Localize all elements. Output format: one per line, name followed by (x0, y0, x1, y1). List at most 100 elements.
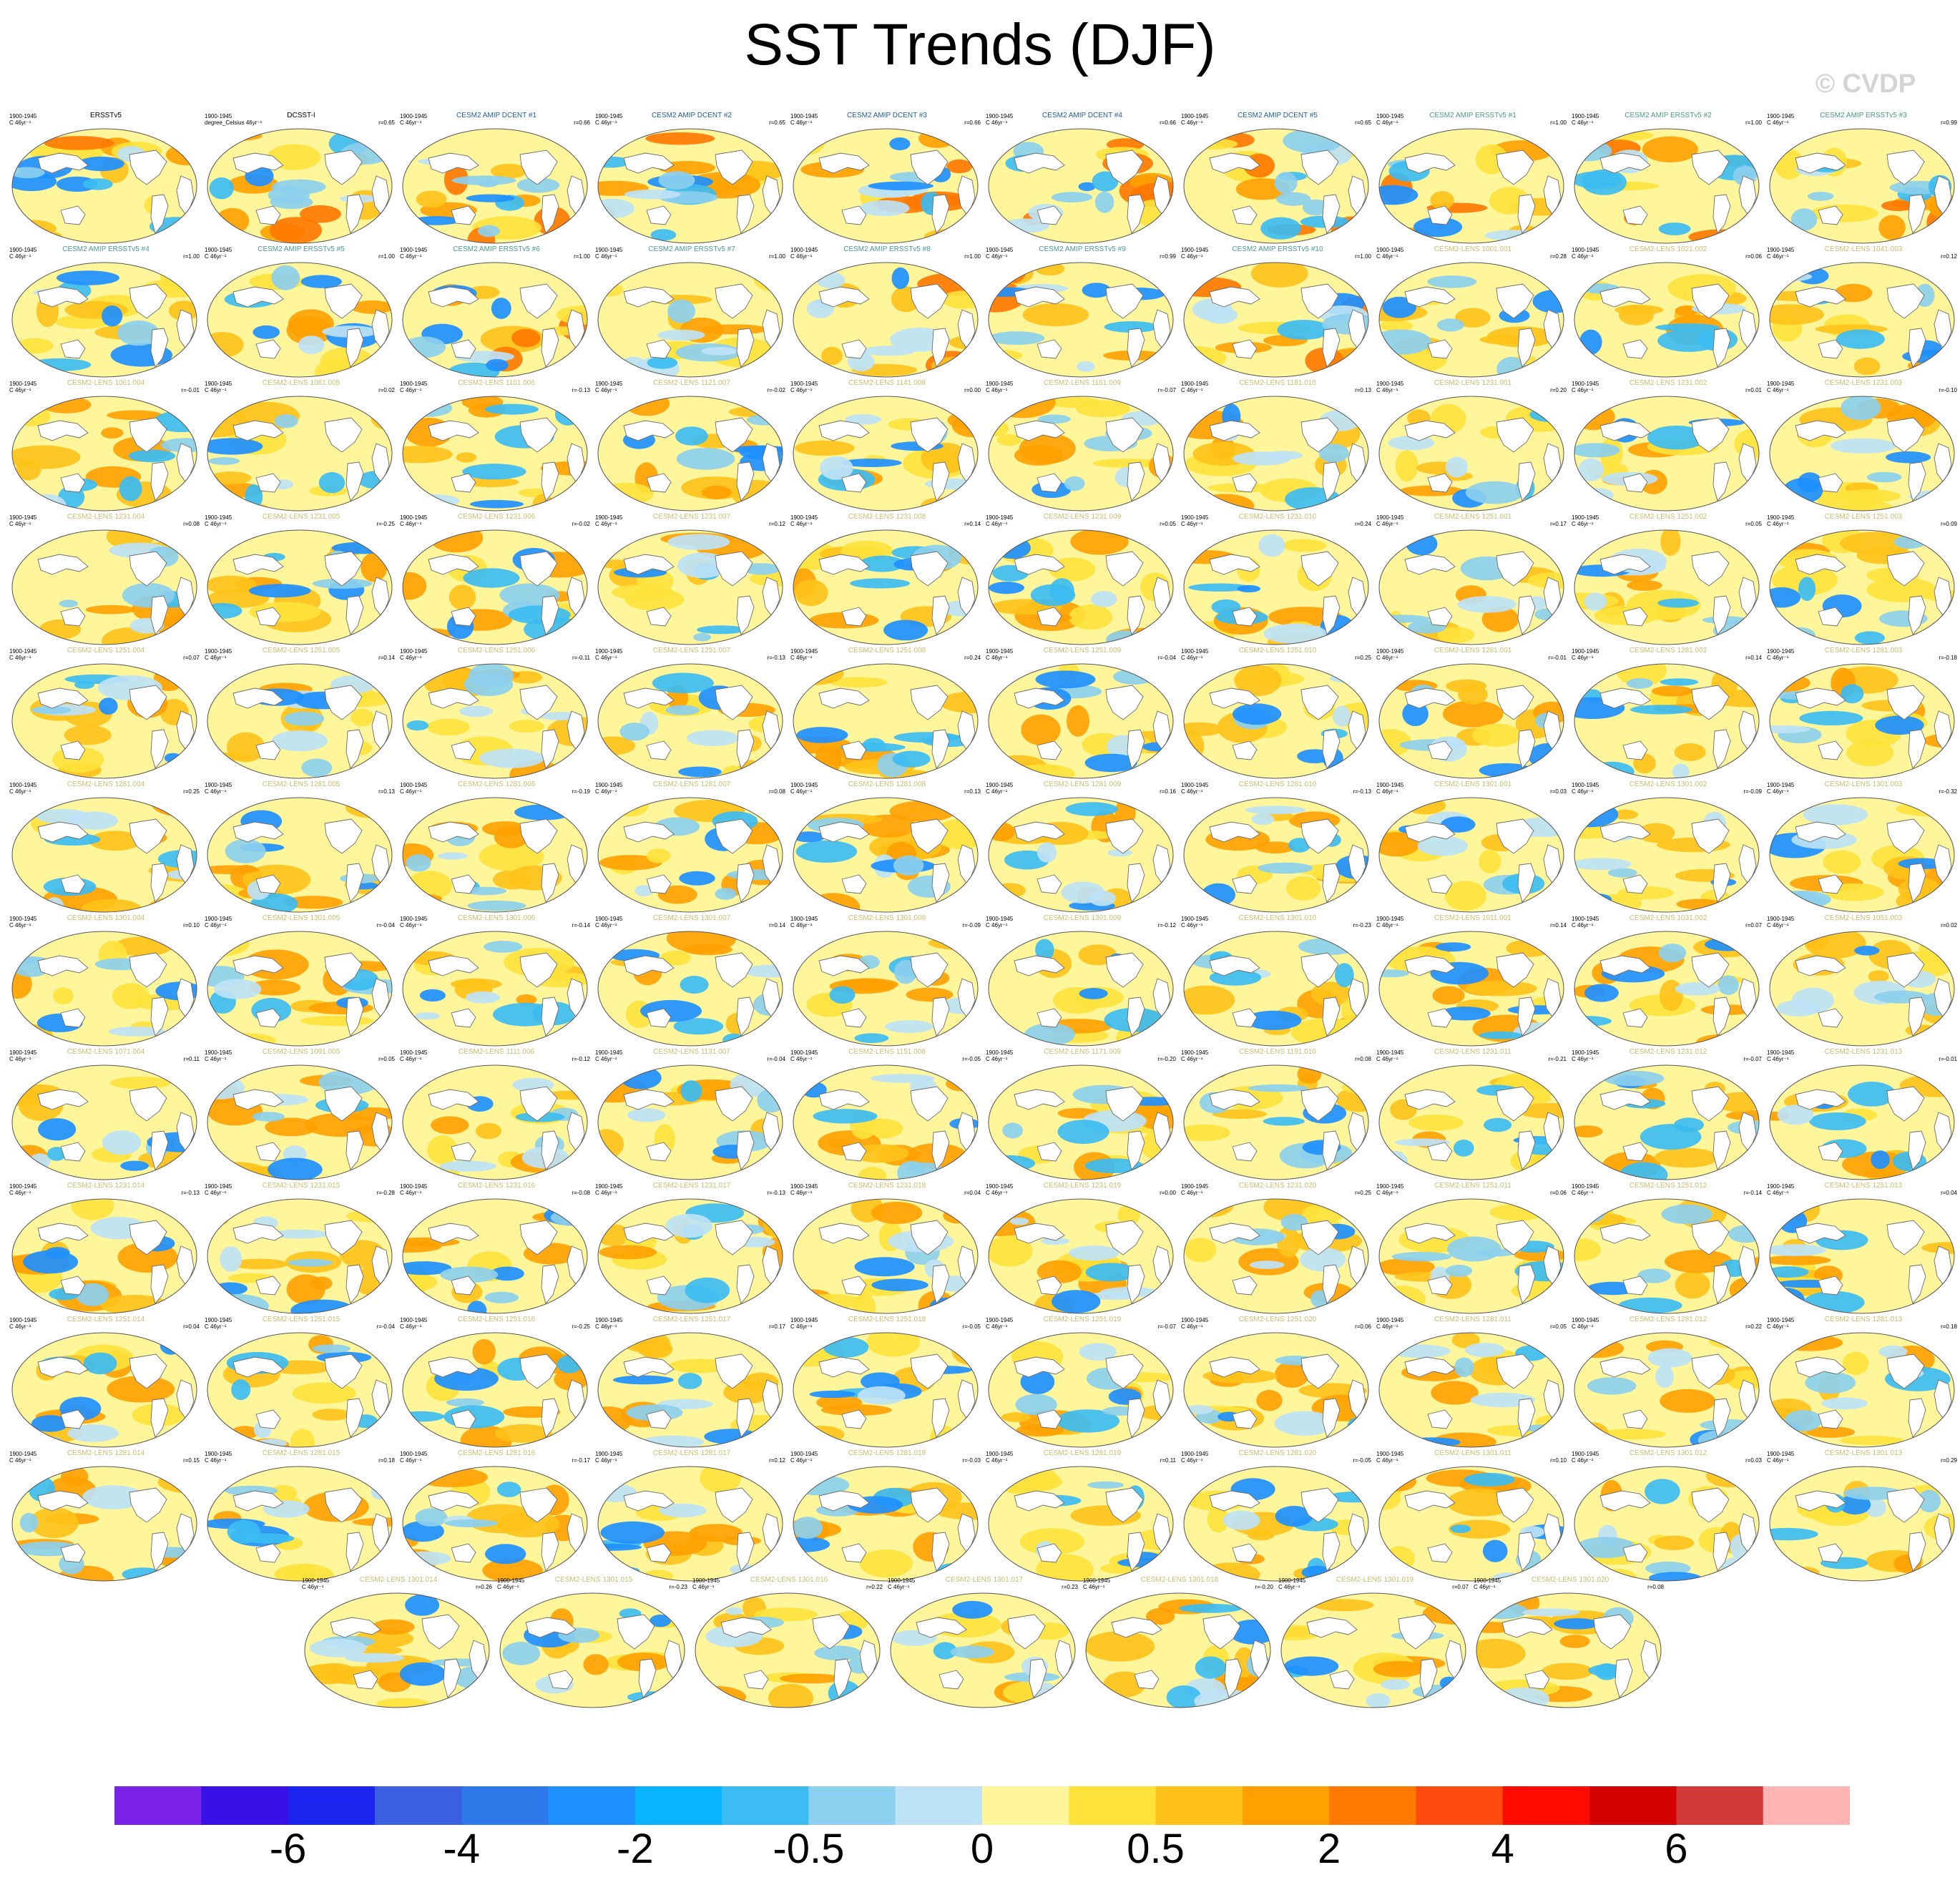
panel-units: C 46yr⁻¹ (595, 655, 617, 661)
panel-period: 1900-1945 (1572, 648, 1599, 655)
colorbar-swatch (288, 1786, 376, 1825)
panel-units: C 46yr⁻¹ (1376, 119, 1398, 126)
panel-period: 1900-1945 (1572, 782, 1599, 788)
panel-period: 1900-1945 (790, 1183, 818, 1190)
map-panel: 1900-1945 C 46yr⁻¹ CESM2-LENS 1251.006 r=-0… (400, 647, 593, 779)
panel-correlation: r=0.07 (1452, 1584, 1469, 1590)
panel-period: 1900-1945 (1376, 1049, 1404, 1056)
panel-correlation: r=0.29 (1941, 1457, 1957, 1464)
panel-units: C 46yr⁻¹ (205, 1056, 227, 1062)
panel-correlation: r=0.09 (1941, 521, 1957, 527)
panel-title: CESM2-LENS 1281.006 (457, 780, 536, 788)
panel-title: CESM2-LENS 1101.006 (458, 379, 535, 387)
panel-period: 1900-1945 (1181, 514, 1209, 521)
panel-period: 1900-1945 (302, 1577, 330, 1584)
panel-title: CESM2-LENS 1231.019 (1043, 1182, 1122, 1190)
map-panel: 1900-1945 C 46yr⁻¹ CESM2 AMIP ERSSTv5 #7 r=… (595, 245, 788, 378)
colorbar-swatch (1589, 1786, 1677, 1825)
panel-units: C 46yr⁻¹ (595, 1056, 617, 1062)
panel-correlation: r=0.05 (1160, 521, 1176, 527)
map-panel: 1900-1945 C 46yr⁻¹ CESM2-LENS 1301.016 r=0.… (692, 1576, 886, 1708)
panel-correlation: r=-0.14 (1743, 1190, 1762, 1196)
map-globe (793, 663, 979, 779)
map-panel: 1900-1945 C 46yr⁻¹ CESM2-LENS 1181.010 r=0.… (1181, 379, 1374, 511)
panel-title: CESM2-LENS 1251.018 (848, 1316, 926, 1323)
panel-units: C 46yr⁻¹ (400, 1056, 422, 1062)
panel-units: C 46yr⁻¹ (1767, 1457, 1789, 1464)
panel-units: C 46yr⁻¹ (1181, 788, 1203, 795)
map-globe (597, 262, 783, 378)
map-globe (1378, 529, 1564, 645)
map-globe (402, 663, 588, 779)
panel-title: CESM2 AMIP ERSSTv5 #10 (1232, 245, 1323, 253)
colorbar-tick-label: -4 (443, 1826, 480, 1872)
map-globe (11, 1466, 197, 1582)
panel-period: 1900-1945 (790, 782, 818, 788)
colorbar-tick-label: 0 (970, 1826, 994, 1872)
colorbar-swatch (982, 1786, 1069, 1825)
map-globe (793, 128, 979, 244)
panel-period: 1900-1945 (205, 1183, 232, 1190)
panel-period: 1900-1945 (497, 1577, 525, 1584)
map-panel: 1900-1945 C 46yr⁻¹ CESM2-LENS 1281.020 r=-0… (1181, 1449, 1374, 1582)
map-panel: 1900-1945 C 46yr⁻¹ CESM2-LENS 1071.004 r=0.… (9, 1048, 202, 1180)
panel-units: C 46yr⁻¹ (1181, 253, 1203, 260)
panel-period: 1900-1945 (9, 782, 37, 788)
map-globe (1574, 396, 1760, 511)
panel-units: C 46yr⁻¹ (400, 1323, 422, 1330)
panel-correlation: r=0.08 (183, 521, 200, 527)
panel-correlation: r=-0.04 (767, 1056, 785, 1062)
panel-correlation: r=0.07 (183, 655, 200, 661)
panel-period: 1900-1945 (986, 782, 1014, 788)
map-globe (207, 931, 393, 1047)
panel-title: CESM2-LENS 1281.009 (1043, 780, 1122, 788)
panel-correlation: r=0.18 (1941, 1323, 1957, 1330)
panel-correlation: r=0.13 (964, 788, 981, 795)
panel-period: 1900-1945 (1767, 247, 1795, 253)
map-globe (1769, 1332, 1955, 1448)
map-globe (402, 931, 588, 1047)
panel-title: CESM2-LENS 1231.003 (1824, 379, 1903, 387)
map-globe (207, 396, 393, 511)
panel-units: C 46yr⁻¹ (790, 788, 813, 795)
map-panel: 1900-1945 C 46yr⁻¹ CESM2-LENS 1281.019 r=0.… (986, 1449, 1179, 1582)
cvdp-credit: © CVDP (1816, 69, 1916, 98)
panel-units: C 46yr⁻¹ (1376, 1457, 1398, 1464)
panel-period: 1900-1945 (986, 648, 1014, 655)
map-globe (1378, 1198, 1564, 1314)
map-panel: 1900-1945 C 46yr⁻¹ CESM2-LENS 1231.007 r=0.… (595, 513, 788, 645)
map-panel: 1900-1945 C 46yr⁻¹ CESM2-LENS 1301.006 r=-0… (400, 914, 593, 1047)
map-globe (988, 1332, 1174, 1448)
colorbar-swatch (1502, 1786, 1590, 1825)
panel-correlation: r=1.00 (183, 253, 200, 260)
colorbar-tick-label: 2 (1318, 1826, 1341, 1872)
map-panel: 1900-1945 C 46yr⁻¹ CESM2-LENS 1301.008 r=-0… (790, 914, 984, 1047)
panel-title: CESM2-LENS 1251.020 (1238, 1316, 1317, 1323)
panel-correlation: r=-0.11 (572, 655, 590, 661)
map-globe (207, 1466, 393, 1582)
panel-units: C 46yr⁻¹ (1181, 1323, 1203, 1330)
panel-units: C 46yr⁻¹ (205, 1457, 227, 1464)
panel-title: CESM2-LENS 1231.006 (457, 513, 536, 521)
map-globe (402, 1466, 588, 1582)
panel-title: CESM2-LENS 1301.018 (1140, 1576, 1219, 1584)
panel-correlation: r=1.00 (1745, 119, 1762, 126)
map-globe (988, 1466, 1174, 1582)
panel-units: C 46yr⁻¹ (9, 119, 31, 126)
panel-title: CESM2-LENS 1301.011 (1434, 1449, 1511, 1457)
panel-period: 1900-1945 (205, 916, 232, 922)
panel-period: 1900-1945 (595, 381, 623, 387)
panel-correlation: r=-0.13 (767, 1190, 785, 1196)
colorbar-swatch (1676, 1786, 1764, 1825)
panel-units: C 46yr⁻¹ (986, 1056, 1008, 1062)
panel-title: CESM2-LENS 1151.008 (848, 1048, 926, 1056)
panel-period: 1900-1945 (9, 1451, 37, 1457)
map-panel: 1900-1945 C 46yr⁻¹ CESM2-LENS 1301.004 r=0.… (9, 914, 202, 1047)
map-globe (1769, 529, 1955, 645)
panel-units: C 46yr⁻¹ (986, 387, 1008, 393)
panel-title: CESM2-LENS 1281.020 (1238, 1449, 1317, 1457)
panel-title: CESM2-LENS 1301.005 (262, 914, 340, 922)
panel-title: CESM2-LENS 1281.013 (1824, 1316, 1903, 1323)
panel-correlation: r=0.25 (183, 788, 200, 795)
map-panel: 1900-1945 C 46yr⁻¹ CESM2-LENS 1251.009 r=-0… (986, 647, 1179, 779)
